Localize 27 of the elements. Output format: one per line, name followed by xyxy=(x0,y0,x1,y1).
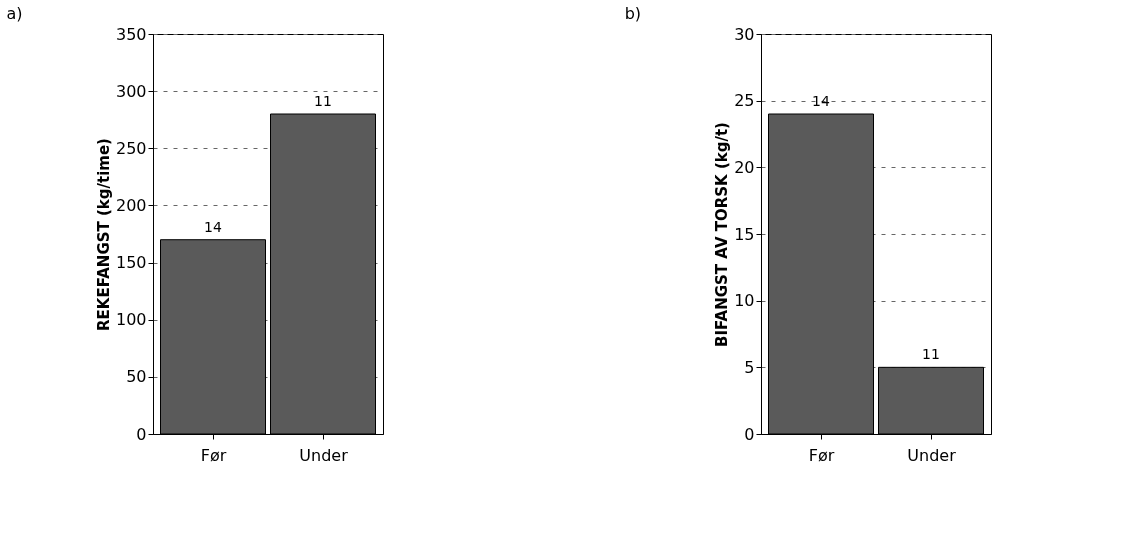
annotation: 11 xyxy=(922,346,940,363)
y-tick-label: 350 xyxy=(115,24,147,44)
y-tick-label: 5 xyxy=(744,357,755,377)
y-tick-label: 250 xyxy=(115,138,147,158)
x-tick-label: Under xyxy=(299,445,349,465)
y-tick-label: 30 xyxy=(734,24,755,44)
y-tick-label: 20 xyxy=(734,157,755,177)
y-tick-label: 0 xyxy=(136,424,147,444)
y-axis-title: BIFANGST AV TORSK (kg/t) xyxy=(713,122,732,347)
x-tick-label: Før xyxy=(200,445,227,465)
y-tick-label: 150 xyxy=(115,253,147,273)
text: a) xyxy=(6,4,23,23)
y-tick-label: 300 xyxy=(115,81,147,101)
annotation: 11 xyxy=(314,93,332,109)
x-tick-label: Før xyxy=(808,445,835,465)
y-axis-title: REKEFANGST (kg/time) xyxy=(94,138,113,331)
text: b) xyxy=(624,4,642,23)
y-tick-label: 100 xyxy=(115,310,147,330)
y-tick-label: 10 xyxy=(734,291,755,311)
y-tick-label: 200 xyxy=(115,195,147,215)
y-tick-label: 25 xyxy=(734,91,755,111)
y-tick-label: 15 xyxy=(734,224,755,244)
y-tick-label: 0 xyxy=(744,424,755,444)
x-tick-label: Under xyxy=(907,445,957,465)
annotation: 14 xyxy=(204,218,222,235)
y-tick-label: 50 xyxy=(126,367,147,387)
annotation: 14 xyxy=(812,93,830,109)
